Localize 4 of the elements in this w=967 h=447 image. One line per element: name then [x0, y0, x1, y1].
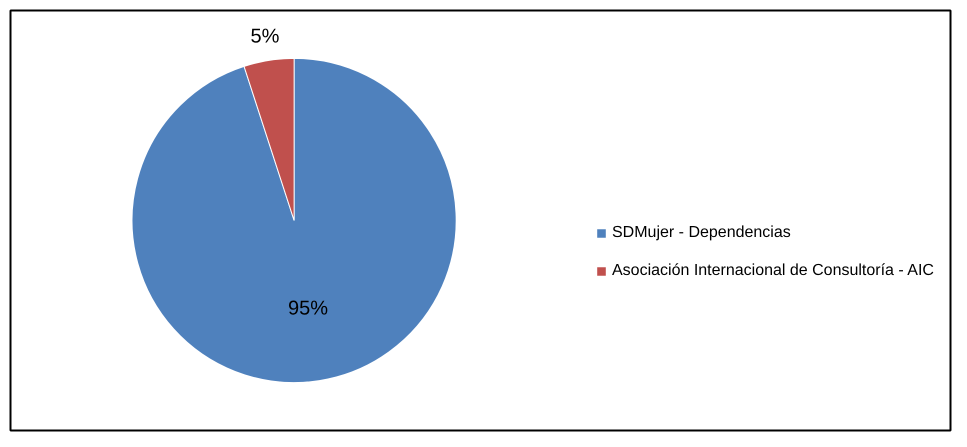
data-label: 95% — [288, 298, 328, 320]
legend-label: SDMujer - Dependencias — [612, 224, 791, 242]
data-label: 5% — [250, 25, 280, 48]
legend-label: Asociación Internacional de Consultoría - AIC — [612, 262, 934, 280]
